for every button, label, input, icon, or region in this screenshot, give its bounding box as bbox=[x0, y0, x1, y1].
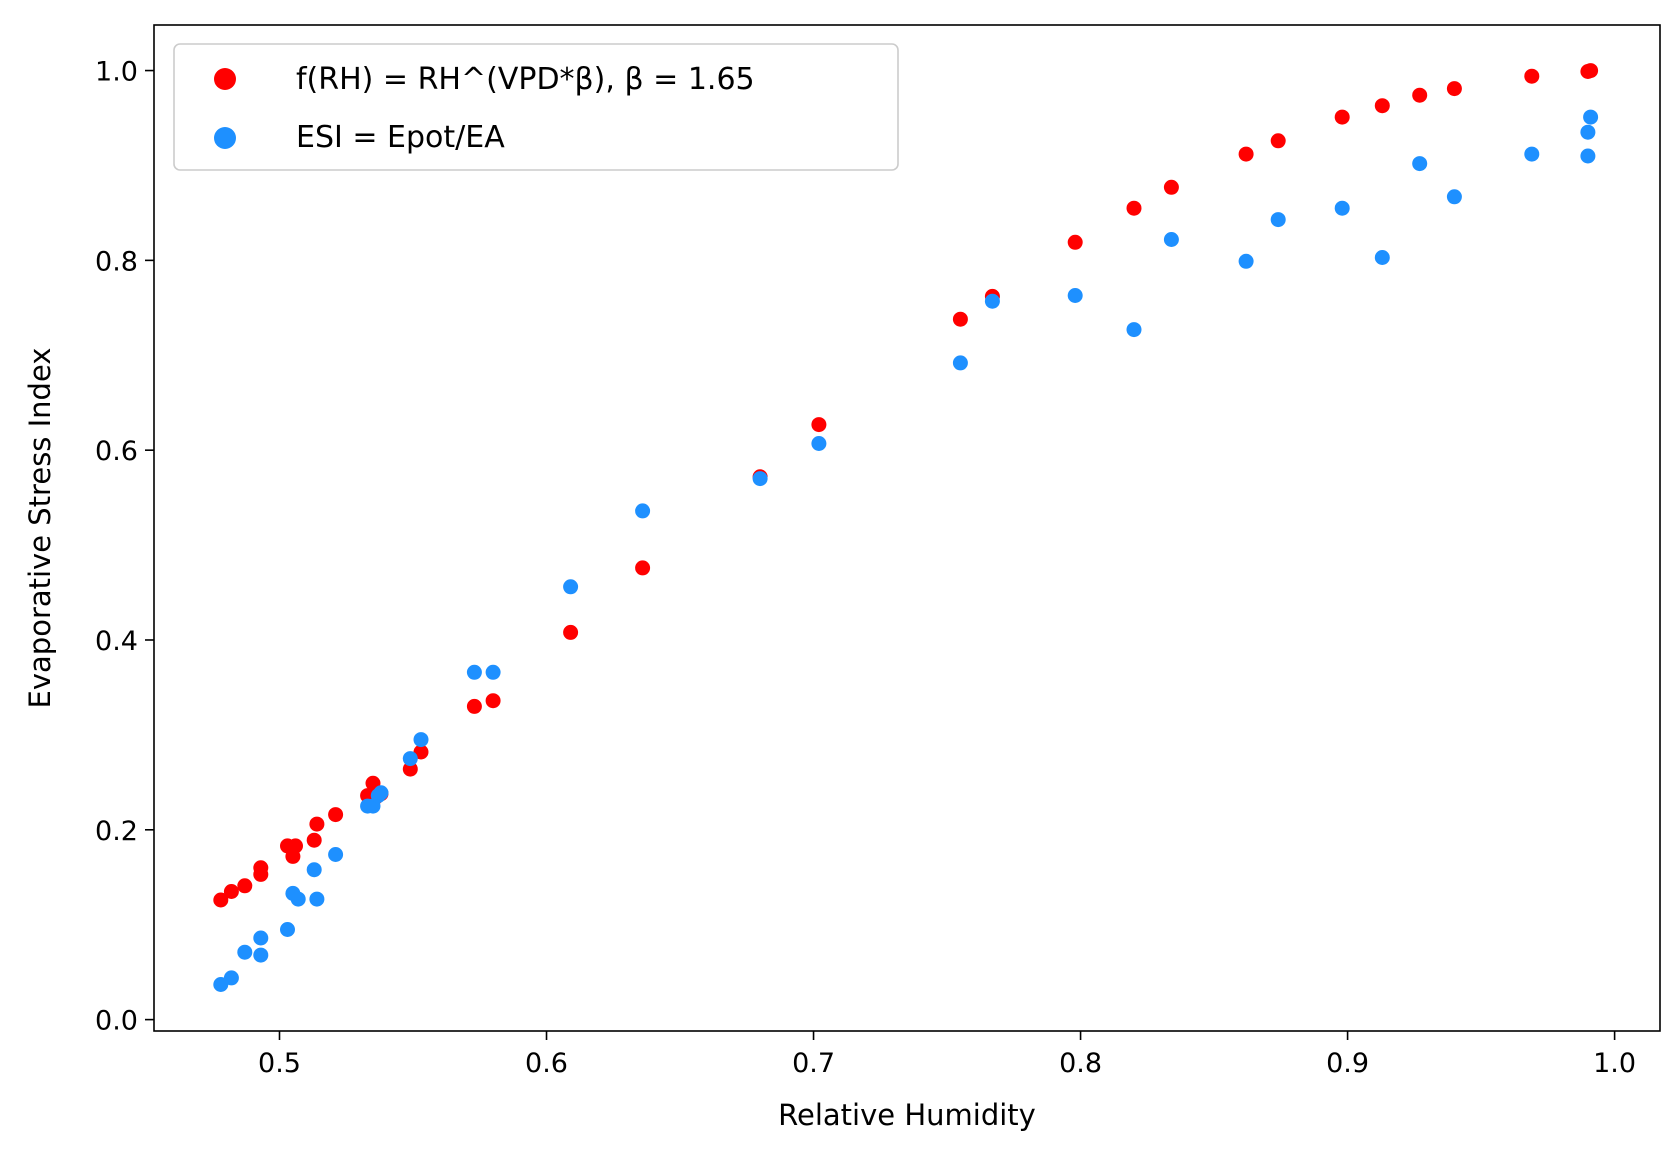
data-point bbox=[1374, 250, 1390, 265]
data-point bbox=[237, 878, 253, 894]
data-point bbox=[373, 785, 389, 801]
data-point bbox=[290, 891, 306, 907]
legend-label-esi: ESI = Epot/EA bbox=[296, 120, 505, 155]
data-point bbox=[466, 698, 482, 714]
data-point bbox=[1163, 232, 1179, 247]
data-point bbox=[1126, 322, 1142, 338]
y-axis-label: Evaporative Stress Index bbox=[23, 348, 57, 709]
data-point bbox=[309, 891, 325, 907]
data-point bbox=[984, 293, 1000, 309]
y-axis-ticks: 0.0 0.2 0.4 0.6 0.8 1.0 bbox=[95, 57, 154, 1037]
legend-marker-fRH bbox=[214, 68, 236, 90]
data-point bbox=[309, 816, 325, 832]
x-tick-label: 1.0 bbox=[1593, 1048, 1636, 1079]
data-point bbox=[811, 436, 827, 451]
data-point bbox=[485, 693, 501, 709]
data-point bbox=[1067, 288, 1083, 303]
data-point bbox=[635, 503, 651, 519]
data-point bbox=[1238, 146, 1254, 162]
data-point bbox=[1524, 146, 1540, 162]
data-point bbox=[1163, 179, 1179, 195]
legend-label-fRH: f(RH) = RH^(VPD*β), β = 1.65 bbox=[296, 62, 755, 97]
x-tick-label: 0.5 bbox=[258, 1048, 301, 1079]
data-point bbox=[213, 892, 229, 908]
data-point bbox=[280, 922, 295, 937]
y-tick-label: 1.0 bbox=[95, 57, 138, 88]
data-point bbox=[1067, 234, 1083, 250]
data-point bbox=[1583, 109, 1599, 125]
data-point bbox=[1580, 148, 1596, 164]
y-tick-label: 0.8 bbox=[95, 246, 138, 277]
data-point bbox=[306, 832, 322, 848]
legend-box bbox=[173, 43, 899, 171]
legend: f(RH) = RH^(VPD*β), β = 1.65 ESI = Epot/… bbox=[173, 43, 899, 171]
data-point bbox=[253, 930, 269, 946]
x-axis-label: Relative Humidity bbox=[778, 1098, 1036, 1132]
data-point bbox=[288, 838, 303, 854]
y-tick-label: 0.4 bbox=[95, 626, 138, 657]
data-points bbox=[213, 63, 1599, 992]
x-tick-label: 0.6 bbox=[525, 1048, 568, 1079]
legend-marker-esi bbox=[214, 127, 236, 149]
data-point bbox=[1270, 212, 1286, 228]
data-point bbox=[1374, 98, 1390, 114]
y-tick-label: 0.6 bbox=[95, 436, 138, 467]
x-tick-label: 0.7 bbox=[792, 1048, 835, 1079]
data-point bbox=[952, 311, 968, 327]
data-point bbox=[223, 970, 239, 986]
data-point bbox=[253, 947, 269, 963]
data-point bbox=[1412, 87, 1428, 103]
data-point bbox=[402, 751, 418, 767]
x-tick-label: 0.9 bbox=[1326, 1048, 1369, 1079]
data-point bbox=[253, 860, 269, 876]
data-point bbox=[466, 664, 482, 680]
data-point bbox=[237, 944, 253, 960]
data-point bbox=[1334, 200, 1350, 216]
data-point bbox=[413, 732, 429, 748]
data-point bbox=[1446, 189, 1462, 205]
data-point bbox=[952, 355, 968, 371]
data-point bbox=[402, 761, 418, 777]
data-point bbox=[1334, 109, 1350, 125]
data-point bbox=[223, 884, 239, 899]
data-point bbox=[563, 579, 579, 595]
y-tick-label: 0.2 bbox=[95, 816, 138, 847]
data-point bbox=[1270, 133, 1286, 149]
data-point bbox=[563, 624, 579, 640]
plot-area-frame bbox=[153, 24, 1661, 1032]
y-tick-label: 0.0 bbox=[95, 1006, 138, 1037]
data-point bbox=[1126, 200, 1142, 216]
data-point bbox=[328, 847, 344, 862]
data-point bbox=[1412, 156, 1428, 172]
series-1 bbox=[213, 109, 1599, 992]
data-point bbox=[1524, 68, 1540, 84]
x-tick-label: 0.8 bbox=[1059, 1048, 1102, 1079]
data-point bbox=[413, 744, 429, 760]
x-axis-ticks: 0.5 0.6 0.7 0.8 0.9 1.0 bbox=[258, 1031, 1636, 1079]
data-point bbox=[306, 862, 322, 878]
data-point bbox=[752, 471, 768, 487]
data-point bbox=[1580, 124, 1596, 140]
data-point bbox=[811, 417, 827, 433]
data-point bbox=[1446, 81, 1462, 97]
data-point bbox=[328, 807, 344, 823]
data-point bbox=[485, 664, 501, 680]
data-point bbox=[1238, 253, 1254, 269]
data-point bbox=[635, 560, 651, 576]
data-point bbox=[1583, 63, 1599, 79]
